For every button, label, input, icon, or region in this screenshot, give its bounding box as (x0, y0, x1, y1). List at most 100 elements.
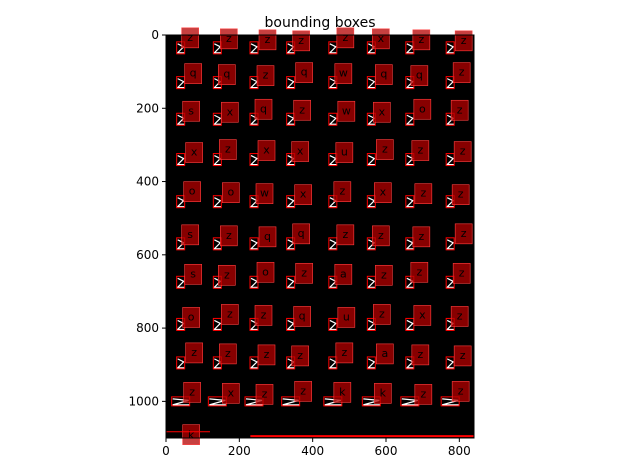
box-label: x (419, 308, 426, 321)
box-label: z (461, 227, 467, 240)
label-box (372, 225, 390, 247)
glyph-stroke (445, 43, 455, 54)
label-box (254, 305, 273, 326)
bounding-box (249, 41, 259, 55)
box-label: q (264, 230, 271, 243)
box-label: z (341, 346, 347, 359)
y-tick-label: 600 (136, 248, 159, 262)
box-label: q (298, 227, 305, 240)
y-axis: 0 200 400 600 800 1000 (128, 28, 166, 408)
box-label: x (379, 105, 386, 118)
box-label: z (420, 387, 426, 400)
label-box (333, 181, 352, 202)
glyph-stroke (328, 319, 337, 331)
label-box (295, 262, 313, 284)
label-box (454, 30, 473, 52)
x-tick-label: 800 (448, 444, 471, 458)
glyph-stroke (212, 43, 222, 54)
bounding-box (286, 275, 296, 289)
label-box (185, 142, 203, 163)
label-box (410, 65, 429, 86)
bounding-box (328, 317, 338, 331)
label-box (411, 344, 430, 366)
x-tick-label: 200 (228, 444, 251, 458)
glyph-stroke (212, 277, 222, 288)
glyph-stroke (209, 398, 227, 406)
glyph-stroke (328, 277, 337, 288)
box-label: q (299, 309, 306, 322)
box-label: o (262, 265, 269, 278)
box-label: u (341, 146, 348, 159)
bounding-box (366, 356, 376, 370)
glyph-stroke (442, 398, 460, 406)
label-box (181, 27, 199, 49)
box-label: z (189, 385, 195, 398)
box-label: o (227, 186, 234, 199)
label-box (221, 101, 239, 123)
glyph-stroke (445, 358, 455, 369)
box-label: x (191, 146, 198, 159)
box-label: z (225, 143, 231, 156)
label-box (294, 184, 312, 205)
label-box (335, 142, 354, 163)
label-box (450, 306, 469, 327)
glyph-stroke (286, 358, 295, 369)
y-tick-label: 400 (136, 175, 159, 189)
glyph-stroke (445, 319, 455, 331)
glyph-stroke (176, 155, 185, 166)
glyph-stroke (405, 319, 414, 331)
label-box (452, 262, 471, 284)
label-box (218, 264, 236, 286)
label-box (414, 183, 433, 204)
label-box (413, 305, 432, 326)
glyph-stroke (445, 155, 455, 166)
box-label: w (339, 67, 348, 80)
label-box (181, 224, 199, 246)
label-box (183, 382, 201, 403)
glyph-stroke (366, 114, 376, 125)
label-box (293, 99, 311, 121)
box-label: z (460, 145, 466, 158)
box-label: q (223, 68, 230, 81)
box-label: z (225, 347, 231, 360)
glyph-stroke (212, 197, 222, 208)
glyph-stroke (405, 155, 414, 166)
glyph-stroke (366, 197, 376, 208)
glyph-stroke (172, 398, 190, 406)
label-box (337, 307, 356, 328)
label-box (292, 223, 310, 245)
label-box (376, 343, 394, 365)
box-label: z (224, 268, 230, 281)
x-tick-label: 400 (301, 444, 324, 458)
glyph-stroke (328, 43, 337, 54)
box-label: z (262, 387, 268, 400)
label-box (410, 261, 429, 283)
label-box (182, 100, 200, 122)
box-label: z (458, 384, 464, 397)
box-label: z (226, 229, 232, 242)
label-box (293, 306, 311, 327)
glyph-stroke (286, 43, 295, 54)
box-label: z (461, 34, 467, 47)
label-box (184, 263, 202, 285)
box-label: z (342, 31, 348, 44)
bounding-box (176, 153, 186, 167)
box-label: x (297, 145, 304, 158)
glyph-stroke (363, 398, 381, 406)
box-label: w (260, 187, 269, 200)
glyph-stroke (212, 114, 222, 125)
x-tick-label: 0 (162, 444, 170, 458)
box-label: q (416, 69, 423, 82)
box-label: z (382, 143, 388, 156)
box-label: z (379, 307, 385, 320)
label-box (291, 345, 309, 367)
label-box (333, 382, 352, 403)
glyph-stroke (324, 398, 342, 406)
glyph-stroke (176, 78, 185, 89)
box-label: z (457, 103, 463, 116)
label-box (220, 225, 238, 247)
label-box (337, 100, 356, 122)
box-label: z (417, 144, 423, 157)
glyph-stroke (286, 114, 295, 125)
label-box (453, 141, 472, 162)
